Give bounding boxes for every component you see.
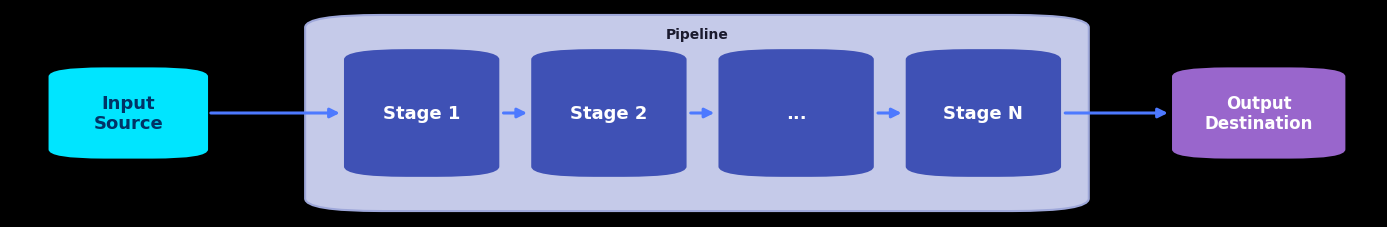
Text: Output
Destination: Output Destination bbox=[1204, 94, 1313, 133]
FancyBboxPatch shape bbox=[906, 50, 1061, 177]
FancyBboxPatch shape bbox=[531, 50, 687, 177]
Text: Input
Source: Input Source bbox=[93, 94, 164, 133]
Text: Stage 1: Stage 1 bbox=[383, 105, 460, 122]
FancyBboxPatch shape bbox=[1172, 68, 1345, 159]
FancyBboxPatch shape bbox=[49, 68, 208, 159]
Text: Stage N: Stage N bbox=[943, 105, 1024, 122]
FancyBboxPatch shape bbox=[305, 16, 1089, 211]
FancyBboxPatch shape bbox=[718, 50, 874, 177]
Text: ...: ... bbox=[786, 105, 806, 122]
Text: Pipeline: Pipeline bbox=[666, 28, 728, 42]
Text: Stage 2: Stage 2 bbox=[570, 105, 648, 122]
FancyBboxPatch shape bbox=[344, 50, 499, 177]
